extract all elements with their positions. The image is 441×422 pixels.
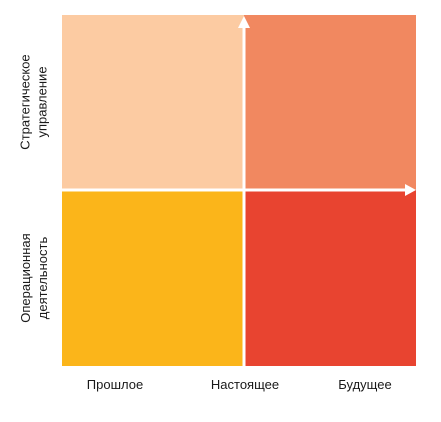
quadrant-operational-past [62,190,244,366]
row-label-operational-line1: Операционная [18,233,33,323]
horizontal-axis-arrowhead [405,184,416,196]
row-label-strategic-line2: управление [34,66,50,138]
row-label-strategic: Стратегическое управление [17,15,57,190]
quadrant-strategic-future [244,15,416,190]
quadrant-operational-future [244,190,416,366]
column-label-past: Прошлое [86,377,144,392]
row-label-operational: Операционная деятельность [17,190,57,366]
column-label-present: Настоящее [210,377,280,392]
column-label-future: Будущее [338,377,392,392]
quadrant-strategic-past [62,15,244,190]
row-label-operational-line2: деятельность [35,236,50,320]
row-label-strategic-line1: Стратегическое [17,54,33,150]
vertical-axis-arrowhead [238,16,250,28]
